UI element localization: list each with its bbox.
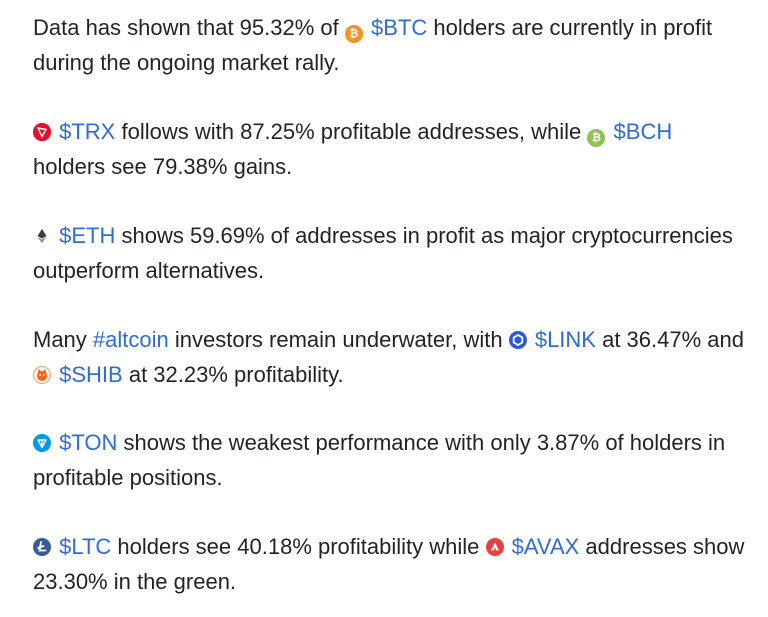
ticker-link-trx[interactable]: $TRX xyxy=(59,119,116,144)
tron-icon xyxy=(33,123,51,141)
text-span: shows the weakest performance with only … xyxy=(33,430,726,490)
ticker-link-eth[interactable]: $ETH xyxy=(59,223,116,248)
ticker-link-shib[interactable]: $SHIB xyxy=(59,362,123,387)
text-span: Many xyxy=(33,327,93,352)
text-span: holders are currently in profit during t… xyxy=(33,15,713,75)
avalanche-icon xyxy=(485,538,504,556)
ticker-link-avax[interactable]: $AVAX xyxy=(511,534,580,559)
chainlink-icon xyxy=(508,331,527,349)
shiba-inu-icon xyxy=(33,366,51,384)
text-span: holders see 40.18% profitability while xyxy=(111,534,486,559)
text-span: at 32.23% profitability. xyxy=(122,362,344,387)
ticker-link-btc[interactable]: $BTC xyxy=(371,15,428,40)
text-span: Data has shown that 95.32% of xyxy=(33,15,345,40)
text-span: addresses show 23.30% in the green. xyxy=(33,534,745,594)
paragraph-eth: $ETH shows 59.69% of addresses in profit… xyxy=(33,218,748,288)
paragraph-altcoins: Many #altcoin investors remain underwate… xyxy=(33,322,748,392)
ticker-link-bch[interactable]: $BCH xyxy=(613,119,673,144)
ticker-link-ltc[interactable]: $LTC xyxy=(59,534,112,559)
toncoin-icon xyxy=(33,434,51,452)
text-span: investors remain underwater, with xyxy=(168,327,509,352)
text-span: follows with 87.25% profitable addresses… xyxy=(115,119,588,144)
hashtag-link-altcoin[interactable]: #altcoin xyxy=(92,327,169,352)
ethereum-icon xyxy=(33,227,51,245)
litecoin-icon xyxy=(33,538,51,556)
paragraph-trx-bch: $TRX follows with 87.25% profitable addr… xyxy=(33,114,748,184)
text-span: shows 59.69% of addresses in profit as m… xyxy=(33,223,733,283)
paragraph-ton: $TON shows the weakest performance with … xyxy=(33,425,748,495)
ticker-link-link[interactable]: $LINK xyxy=(534,327,596,352)
ticker-link-ton[interactable]: $TON xyxy=(59,430,118,455)
text-span: at 36.47% and xyxy=(595,327,744,352)
bitcoin-cash-icon: ₿ xyxy=(587,129,606,147)
bitcoin-icon: ₿ xyxy=(344,25,363,43)
paragraph-ltc-avax: $LTC holders see 40.18% profitability wh… xyxy=(33,529,748,599)
text-span: holders see 79.38% gains. xyxy=(33,154,293,179)
paragraph-btc: Data has shown that 95.32% of ₿ $BTC hol… xyxy=(33,10,748,80)
